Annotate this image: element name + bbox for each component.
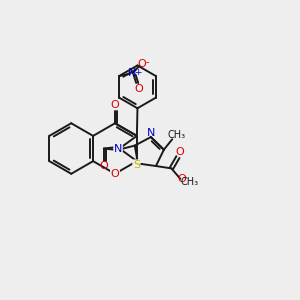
Text: O: O (177, 174, 186, 184)
Text: O: O (176, 147, 184, 157)
Text: +: + (134, 68, 142, 77)
Text: O: O (137, 59, 146, 69)
Text: -: - (146, 57, 149, 67)
Text: N: N (128, 68, 136, 78)
Text: O: O (134, 84, 142, 94)
Text: S: S (133, 160, 140, 170)
Text: N: N (147, 128, 155, 139)
Text: O: O (111, 100, 119, 110)
Text: O: O (111, 169, 119, 179)
Text: N: N (114, 144, 122, 154)
Text: O: O (100, 161, 108, 171)
Text: CH₃: CH₃ (180, 177, 198, 187)
Text: CH₃: CH₃ (167, 130, 185, 140)
